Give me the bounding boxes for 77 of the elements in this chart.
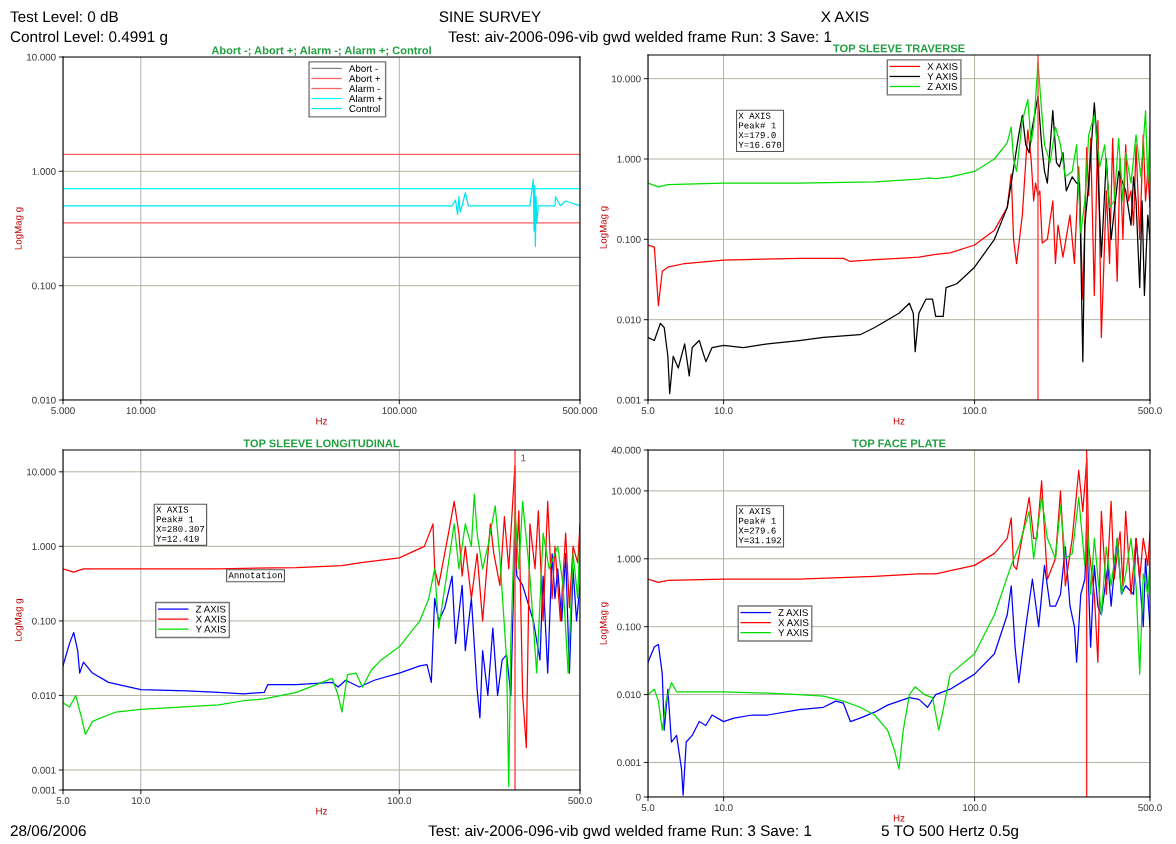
x-tick-label: 100.0 [387,797,412,805]
y-tick-label: 1.000 [32,543,56,550]
chart-title: TOP SLEEVE TRAVERSE [833,44,965,53]
y-tick-label: 0.010 [617,691,641,699]
x-tick-label: 10.0 [714,804,733,812]
annotation: 1 [521,454,526,462]
annotation: X AXIS Peak# 1 X=279.6 Y=31.192 [738,508,782,544]
y-tick-label: 0.100 [32,617,56,625]
chart-title: TOP FACE PLATE [852,439,946,448]
x-tick-label: 100.0 [963,407,987,415]
y-tick-label: 1.000 [617,155,641,163]
y-tick-label: 0 [636,793,641,801]
annotation: Annotation [228,571,282,579]
legend-label: Z AXIS [927,83,957,90]
text: Test: aiv-2006-096-vib gwd welded frame Run: 3 Save: 1 [428,824,812,840]
chart-title: Abort -; Abort +; Alarm -; Alarm +; Control [211,46,431,56]
y-tick-label: 0.001 [32,786,56,794]
y-tick-label: 1.000 [617,555,641,563]
annotation: X AXIS Peak# 1 X=280.307 Y=12.419 [156,506,205,542]
x-axis-title: Hz [316,807,327,815]
x-tick-label: 500.000 [562,407,598,415]
text: Control Level: 0.4991 g [10,30,167,46]
x-tick-label: 500.0 [1138,804,1162,812]
text: 28/06/2006 [10,824,86,837]
y-tick-label: 0.100 [617,623,641,631]
legend-label: Control [349,104,380,113]
text: X AXIS [821,11,869,23]
annotation: X AXIS Peak# 1 X=179.0 Y=16.670 [738,112,782,148]
x-tick-label: 100.000 [382,407,417,415]
legend-label: Abort + [348,74,381,82]
x-tick-label: 5.0 [641,804,655,812]
y-tick-label: 10.000 [27,53,56,61]
y-tick-label: 0.010 [32,692,56,700]
y-tick-label: 0.010 [617,316,641,324]
text: Test: aiv-2006-096-vib gwd welded frame Run: 3 Save: 1 [448,30,832,46]
text: SINE SURVEY [439,11,541,23]
y-axis-title: LogMag g [599,206,609,249]
legend-label: Y AXIS [778,629,809,637]
legend-label: X AXIS [927,63,958,70]
y-tick-label: 0.001 [617,396,641,404]
legend-label: Y AXIS [195,625,226,633]
y-tick-label: 0.100 [32,282,56,290]
legend-label: Alarm + [348,94,383,103]
y-tick-label: 40.000 [611,446,641,454]
y-tick-label: 1.000 [32,168,56,175]
x-tick-label: 10.000 [126,407,156,415]
x-tick-label: 5.0 [641,407,655,415]
y-axis-title: LogMag g [14,599,24,641]
x-axis-title: Hz [893,417,905,425]
y-tick-label: 0.001 [32,766,56,774]
x-tick-label: 5.0 [56,797,70,805]
y-tick-label: 0.001 [617,759,641,767]
legend-label: Z AXIS [778,609,808,617]
chart-title: TOP SLEEVE LONGITUDINAL [243,439,400,448]
legend-label: X AXIS [778,619,809,627]
legend-label: Y AXIS [927,73,958,80]
y-tick-label: 10.000 [612,75,641,83]
x-tick-label: 5.000 [51,407,75,415]
legend-label: Abort - [348,64,378,72]
x-tick-label: 10.0 [714,407,733,415]
y-tick-label: 0.100 [617,236,641,243]
text: Test Level: 0 dB [10,10,118,23]
text: 5 TO 500 Hertz 0.5g [881,825,1018,840]
x-tick-label: 500.0 [1138,407,1162,415]
y-tick-label: 10.000 [612,487,641,495]
y-tick-label: 10.000 [27,468,56,476]
x-axis-title: Hz [316,417,327,425]
x-tick-label: 10.0 [132,797,150,805]
y-axis-title: LogMag g [14,207,24,250]
y-tick-label: 0.010 [32,396,56,404]
legend-label: Alarm - [348,84,380,92]
legend-label: X AXIS [195,615,226,623]
x-axis-title: Hz [893,814,905,822]
legend-label: Z AXIS [195,605,226,613]
y-axis-title: LogMag g [599,602,609,645]
x-tick-label: 100.0 [963,804,987,812]
x-tick-label: 500.0 [568,797,592,805]
